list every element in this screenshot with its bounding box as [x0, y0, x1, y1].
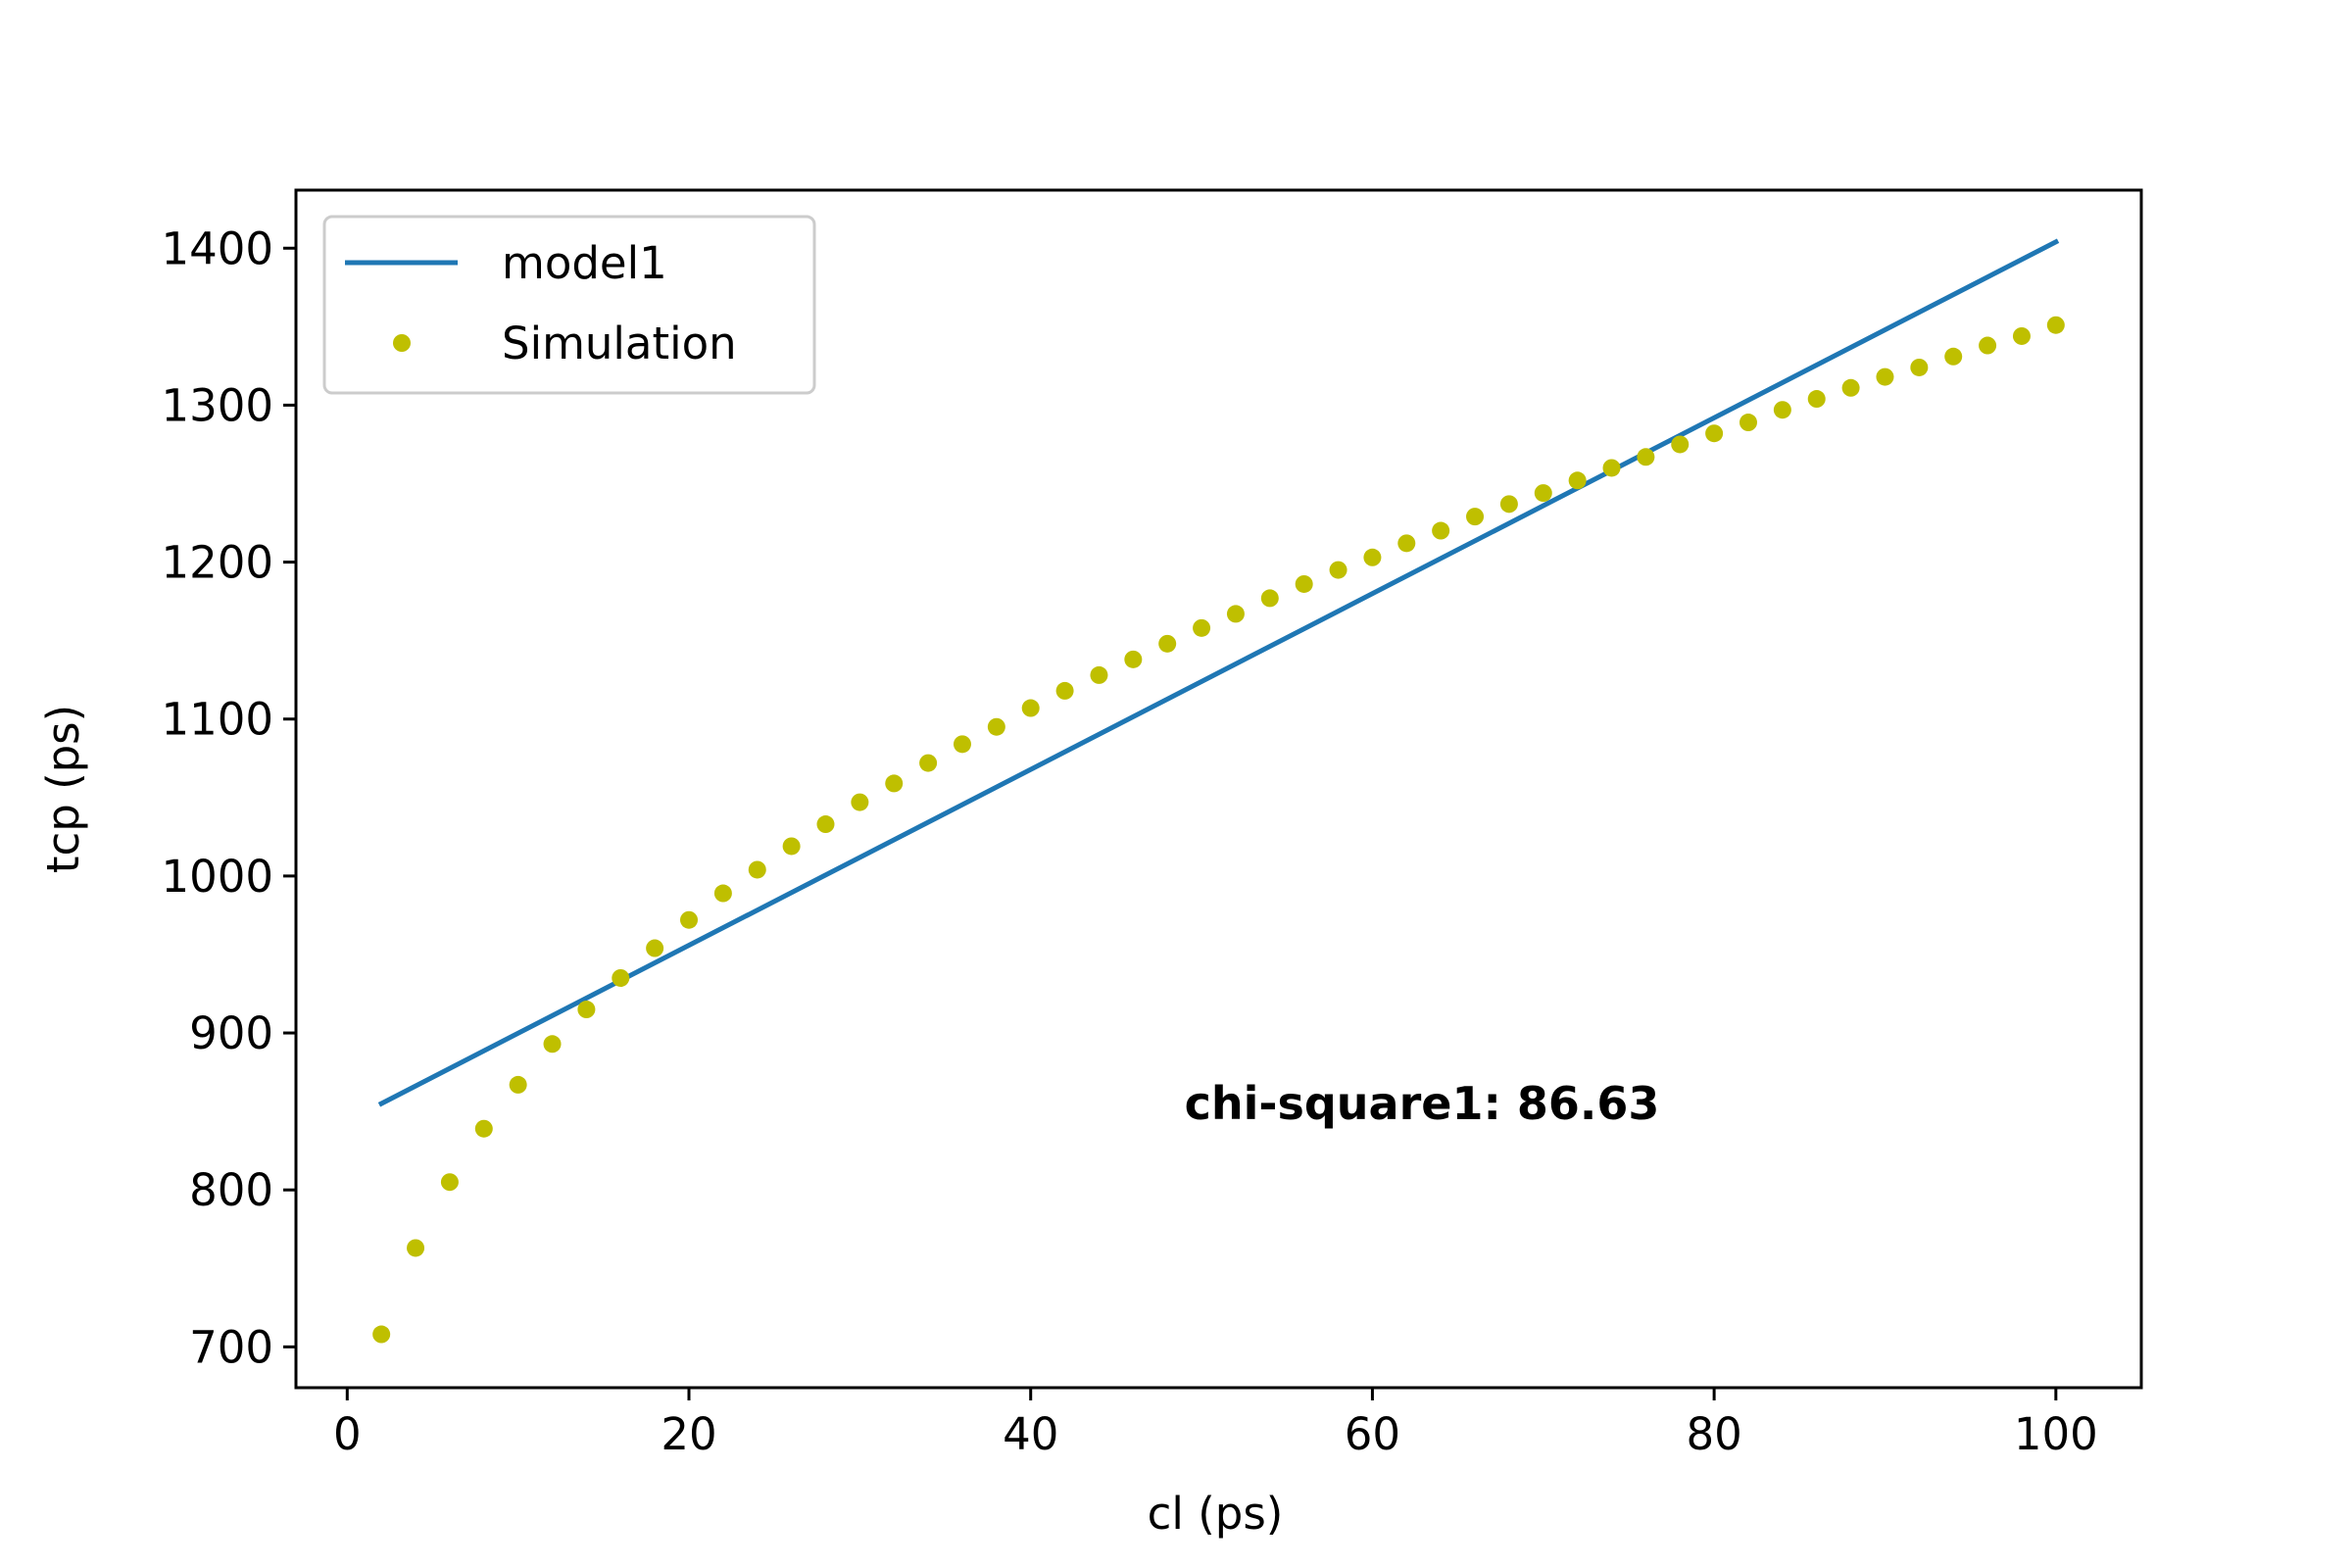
series-point: [2012, 326, 2031, 345]
series-point: [987, 717, 1005, 736]
legend-label: model1: [502, 237, 667, 289]
legend-swatch-dot: [393, 334, 411, 352]
series-point: [1979, 336, 1997, 355]
series-point: [1158, 634, 1177, 653]
y-tick-label: 800: [189, 1164, 273, 1216]
series-point: [509, 1075, 527, 1094]
series-line-model1: [377, 238, 2060, 1107]
y-axis-label: tcp (ps): [37, 705, 89, 873]
series-point: [1260, 589, 1279, 608]
x-tick-label: 100: [2014, 1408, 2098, 1460]
x-tick-label: 40: [1003, 1408, 1058, 1460]
series-point: [1807, 390, 1826, 409]
series-point: [1055, 681, 1074, 700]
series-point: [1397, 534, 1416, 553]
series-point: [1671, 435, 1690, 454]
series-point: [1226, 605, 1245, 623]
series-point: [474, 1119, 493, 1138]
x-tick-label: 60: [1345, 1408, 1400, 1460]
series-point: [1944, 347, 1963, 366]
series-point: [372, 1325, 391, 1344]
plot-area: [372, 238, 2065, 1344]
series-point: [407, 1239, 425, 1257]
y-tick-label: 1300: [161, 379, 273, 431]
series-point: [1534, 484, 1552, 503]
series-point: [851, 793, 869, 811]
series-point: [680, 910, 699, 929]
series-point: [1499, 495, 1518, 514]
y-tick-label: 700: [189, 1321, 273, 1373]
y-tick-label: 1400: [161, 222, 273, 274]
x-tick-label: 0: [333, 1408, 362, 1460]
x-axis-label: cl (ps): [1148, 1488, 1284, 1540]
series-point: [577, 1001, 596, 1019]
series-point: [1090, 665, 1108, 684]
y-tick-label: 900: [189, 1007, 273, 1059]
series-point: [1329, 561, 1348, 579]
axes: 0 20 40 60 80 100 700 800 900 1000 1100 1200 1300 140…: [161, 188, 2143, 1460]
series-point: [1773, 401, 1791, 419]
chi-square-annotation: chi-square1: 86.63: [1185, 1077, 1660, 1130]
series-point: [1124, 650, 1143, 668]
legend: model1 Simulation: [322, 215, 816, 395]
series-point: [953, 735, 971, 754]
series-point: [1602, 459, 1621, 477]
series-point: [885, 774, 904, 793]
series-point: [1466, 508, 1485, 526]
series-point: [1363, 548, 1382, 566]
series-point: [1193, 618, 1211, 637]
plot-frame: [294, 188, 2143, 1390]
series-point: [713, 884, 732, 903]
x-tick-label: 20: [661, 1408, 716, 1460]
series-point: [612, 968, 630, 987]
series-point: [543, 1035, 562, 1054]
series-point: [1295, 574, 1313, 593]
series-point: [1910, 358, 1929, 376]
series-point: [2046, 316, 2065, 334]
x-tick-label: 80: [1686, 1408, 1741, 1460]
series-point: [1637, 448, 1655, 466]
series-point: [440, 1173, 459, 1192]
series-point: [1568, 471, 1587, 490]
y-tick-label: 1100: [161, 694, 273, 746]
legend-label: Simulation: [502, 318, 737, 369]
series-point: [1705, 424, 1724, 443]
series-point: [816, 815, 835, 834]
y-tick-label: 1000: [161, 851, 273, 903]
series-point: [1021, 699, 1040, 717]
series-point: [1739, 414, 1757, 432]
series-point: [919, 754, 938, 772]
series-point: [1876, 368, 1894, 386]
series-point: [748, 860, 766, 879]
series-point: [782, 837, 801, 856]
series-point: [1841, 378, 1860, 397]
series-point: [1432, 521, 1450, 540]
y-tick-label: 1200: [161, 537, 273, 589]
series-point: [646, 939, 664, 957]
